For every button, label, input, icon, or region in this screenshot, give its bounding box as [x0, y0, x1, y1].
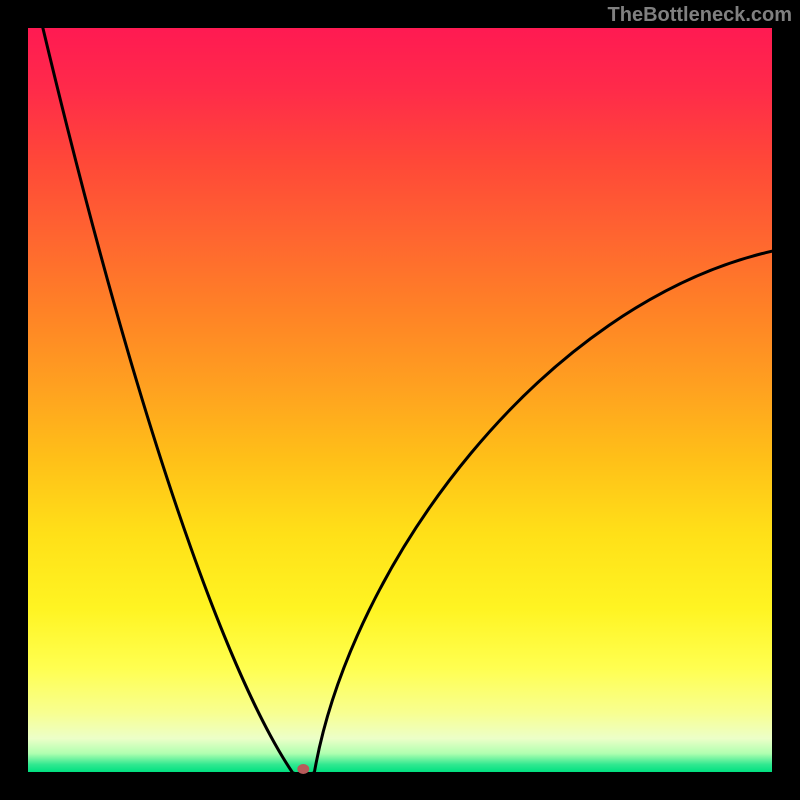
watermark-text: TheBottleneck.com — [608, 4, 792, 27]
chart-container: TheBottleneck.com — [0, 0, 800, 800]
chart-plot-area — [28, 28, 772, 772]
optimal-point-marker — [297, 764, 309, 774]
bottleneck-chart — [0, 0, 800, 800]
